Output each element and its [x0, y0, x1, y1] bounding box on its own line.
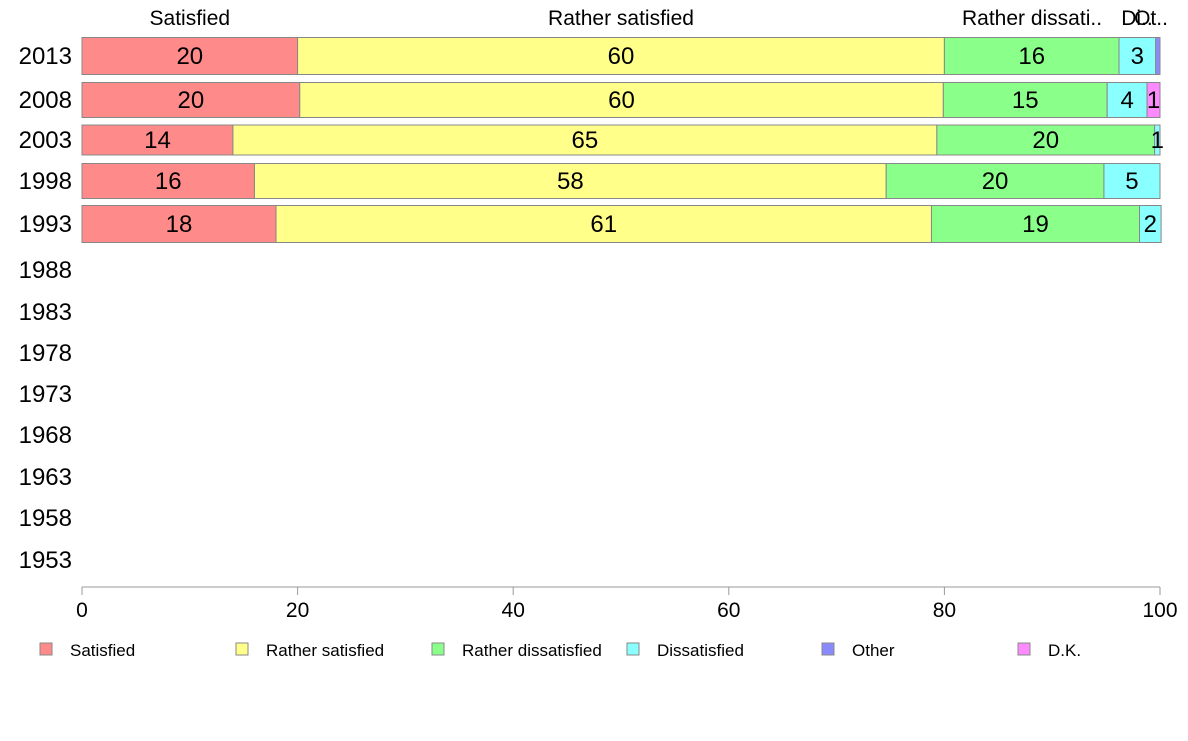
bar-segment-satisfied — [81, 37, 299, 75]
data-label: 60 — [608, 43, 635, 70]
legend-swatch-dissatisfied — [626, 642, 640, 656]
bar-segment-other — [1155, 37, 1161, 75]
data-label: 16 — [1018, 43, 1045, 70]
legend-label-dissatisfied: Dissatisfied — [657, 641, 744, 660]
year-label: 1958 — [19, 505, 72, 532]
bar-segment-rather-dissatisfied — [930, 205, 1141, 243]
column-header-label: Rather dissati.. — [962, 7, 1102, 30]
x-tick-label: 100 — [1142, 599, 1177, 622]
column-header-label: Satisfied — [150, 7, 231, 30]
legend-label-d-k: D.K. — [1048, 641, 1081, 660]
column-header-label: Di.. — [1121, 7, 1153, 30]
legend-label-rather-dissatisfied: Rather dissatisfied — [462, 641, 602, 660]
year-label: 1953 — [19, 547, 72, 574]
x-tick-label: 0 — [76, 599, 88, 622]
bar-segment-dissatisfied — [1154, 124, 1161, 156]
data-label: 16 — [155, 168, 182, 195]
data-label: 60 — [608, 87, 635, 114]
bar-segment-rather-satisfied — [232, 124, 938, 156]
bar-segment-dissatisfied — [1139, 205, 1162, 243]
data-label: 58 — [557, 168, 584, 195]
bar-segment-satisfied — [81, 82, 301, 118]
data-label: 3 — [1131, 43, 1144, 70]
year-label: 1998 — [19, 168, 72, 195]
x-tick-label: 40 — [502, 599, 525, 622]
year-label: 1978 — [19, 340, 72, 367]
x-tick-label: 20 — [286, 599, 309, 622]
data-label: 1 — [1147, 87, 1160, 114]
legend-swatch-other — [821, 642, 835, 656]
legend-swatch-satisfied — [39, 642, 53, 656]
year-label: 2003 — [19, 127, 72, 154]
bar-segment-rather-dissatisfied — [936, 124, 1156, 156]
data-label: 19 — [1022, 211, 1049, 238]
data-label: 65 — [572, 127, 599, 154]
data-label: 61 — [590, 211, 617, 238]
year-label: 1983 — [19, 299, 72, 326]
data-label: 1 — [1151, 127, 1164, 154]
data-label: 20 — [176, 43, 203, 70]
bar-segment-satisfied — [81, 163, 255, 199]
bar-segment-satisfied — [81, 205, 277, 243]
column-header-label: Rather satisfied — [548, 7, 694, 30]
year-label: 2008 — [19, 87, 72, 114]
x-tick-label: 80 — [933, 599, 956, 622]
bar-segment-satisfied — [81, 124, 234, 156]
bar-segment-dissatisfied — [1106, 82, 1148, 118]
year-label: 1973 — [19, 381, 72, 408]
data-label: 5 — [1125, 168, 1138, 195]
bar-segment-rather-satisfied — [299, 82, 944, 118]
data-label: 14 — [144, 127, 171, 154]
data-label: 2 — [1144, 211, 1157, 238]
legend-label-satisfied: Satisfied — [70, 641, 135, 660]
legend-swatch-rather-satisfied — [235, 642, 249, 656]
legend-label-other: Other — [852, 641, 895, 660]
legend-label-rather-satisfied: Rather satisfied — [266, 641, 384, 660]
year-label: 1993 — [19, 211, 72, 238]
bar-segment-d-k — [1146, 82, 1161, 118]
bar-segment-rather-dissatisfied — [942, 82, 1108, 118]
bar-segment-rather-dissatisfied — [885, 163, 1105, 199]
year-label: 2013 — [19, 43, 72, 70]
bar-segment-rather-dissatisfied — [943, 37, 1120, 75]
data-label: 20 — [178, 87, 205, 114]
data-label: 20 — [1032, 127, 1059, 154]
bar-segment-rather-satisfied — [275, 205, 932, 243]
year-label: 1963 — [19, 464, 72, 491]
legend-swatch-d-k — [1017, 642, 1031, 656]
x-tick-label: 60 — [717, 599, 740, 622]
data-label: 15 — [1012, 87, 1039, 114]
data-label: 20 — [982, 168, 1009, 195]
year-label: 1988 — [19, 257, 72, 284]
bar-segment-dissatisfied — [1103, 163, 1161, 199]
year-label: 1968 — [19, 422, 72, 449]
data-label: 18 — [166, 211, 193, 238]
legend-swatch-rather-dissatisfied — [431, 642, 445, 656]
bar-segment-rather-satisfied — [297, 37, 945, 75]
data-label: 4 — [1120, 87, 1133, 114]
column-header-label: Ot.. — [1134, 7, 1168, 30]
